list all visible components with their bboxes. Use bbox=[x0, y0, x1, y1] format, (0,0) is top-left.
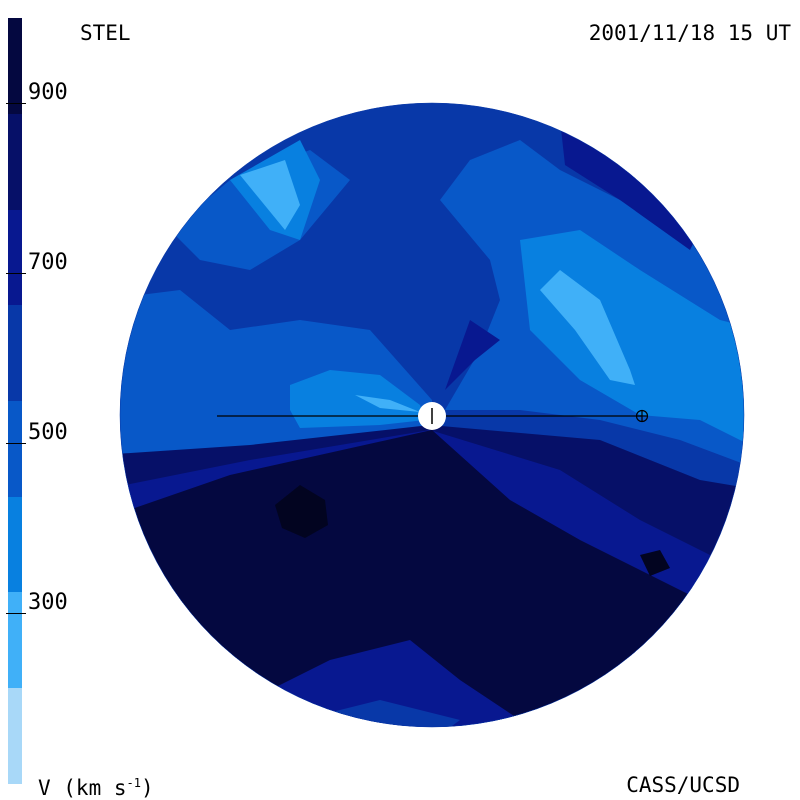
colorbar-tick-label: 500 bbox=[28, 420, 68, 445]
region-fast-ne bbox=[560, 120, 700, 250]
region-dark-east-blob bbox=[640, 550, 670, 576]
colorbar-segment bbox=[8, 400, 22, 497]
colorbar-tick-mark bbox=[6, 443, 26, 444]
colorbar-tick-label: 900 bbox=[28, 80, 68, 105]
earth-symbol bbox=[635, 409, 649, 423]
colorbar-tick-mark bbox=[6, 273, 26, 274]
colorbar-segment bbox=[8, 496, 22, 593]
datetime-label: 2001/11/18 15 UT bbox=[588, 21, 791, 45]
colorbar-segment bbox=[8, 18, 22, 115]
region-fast-center bbox=[445, 320, 500, 390]
colorbar-segment bbox=[8, 209, 22, 306]
units-prefix: V (km s bbox=[38, 776, 127, 800]
region-darkest-blob bbox=[275, 485, 328, 538]
source-label: STEL bbox=[80, 21, 131, 45]
region-center-west bbox=[290, 370, 425, 428]
colorbar-segment bbox=[8, 113, 22, 210]
units-exponent: -1 bbox=[126, 776, 141, 790]
units-label: V (km s-1) bbox=[38, 771, 154, 800]
colorbar bbox=[8, 18, 22, 784]
colorbar-ticks: 900 700 500 300 bbox=[0, 0, 100, 800]
units-suffix: ) bbox=[140, 776, 154, 800]
region-center-streak bbox=[355, 395, 420, 412]
region-slowest-east bbox=[540, 270, 635, 385]
colorbar-segment bbox=[8, 687, 22, 784]
colorbar-tick-label: 700 bbox=[28, 250, 68, 275]
region-fastest-south bbox=[120, 430, 744, 727]
region-slowest-nw bbox=[240, 160, 300, 230]
colorbar-tick-mark bbox=[6, 103, 26, 104]
colorbar-tick-label: 300 bbox=[28, 590, 68, 615]
colorbar-tick-mark bbox=[6, 613, 26, 614]
credit-label: CASS/UCSD bbox=[626, 773, 740, 797]
map-disk bbox=[120, 103, 744, 727]
colorbar-segment bbox=[8, 591, 22, 688]
map-outline bbox=[119, 102, 745, 728]
colorbar-segment bbox=[8, 304, 22, 401]
